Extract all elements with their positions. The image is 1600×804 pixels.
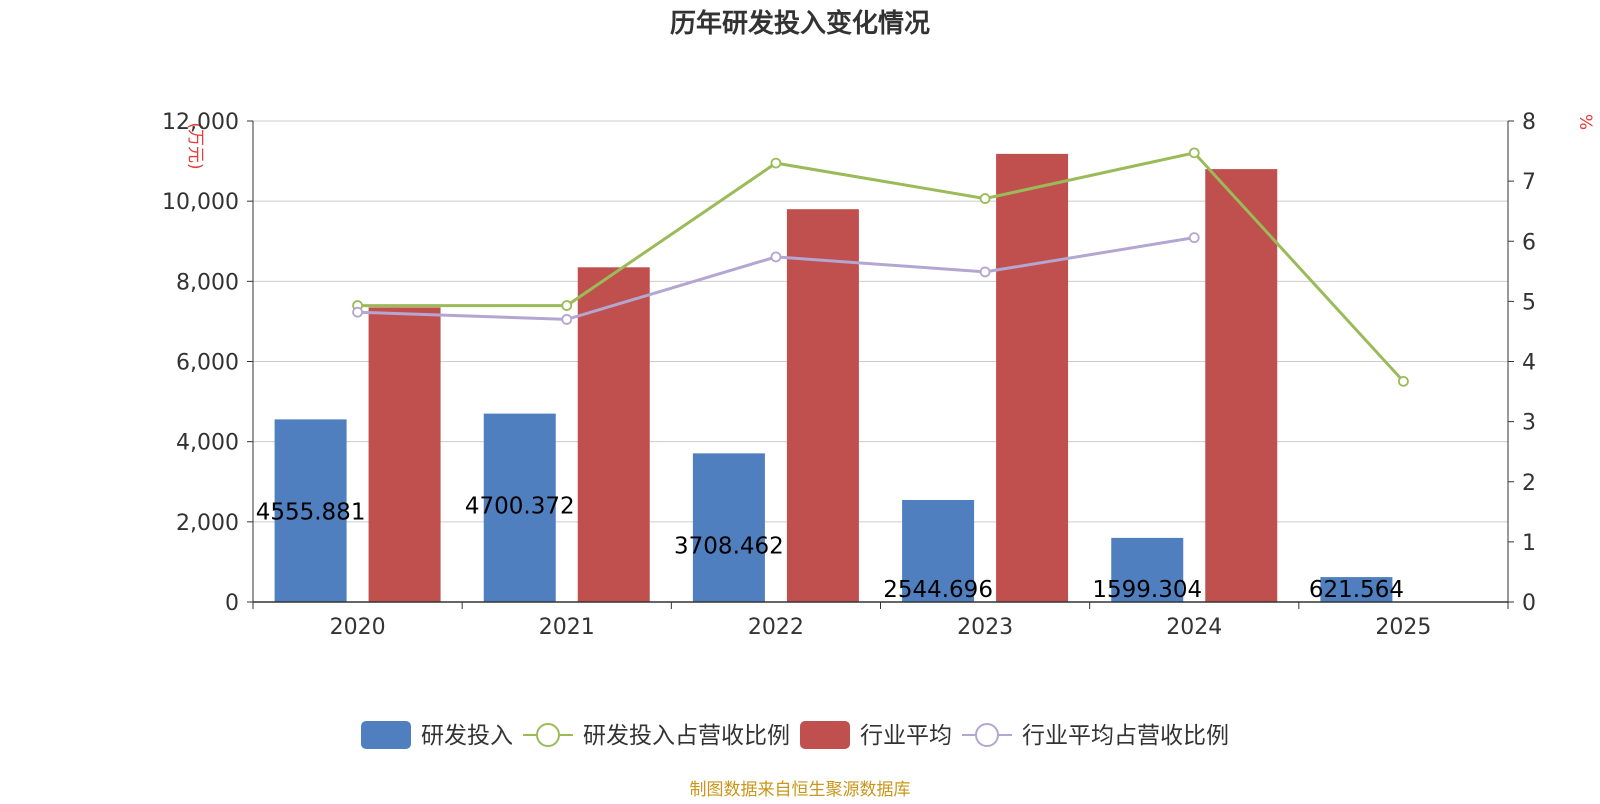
right-axis-tick-label: 1 [1522, 531, 1536, 556]
line-point [561, 300, 573, 311]
bar [996, 153, 1069, 602]
legend-label: 行业平均占营收比例 [1022, 723, 1229, 749]
right-axis-tick-label: 2 [1522, 471, 1536, 496]
bar-data-label: 1599.304 [1092, 577, 1202, 603]
right-axis-tick-label: 7 [1522, 170, 1536, 195]
line-point [979, 193, 991, 204]
bar-data-label: 4555.881 [256, 499, 366, 525]
bar [1320, 577, 1393, 602]
x-axis-tick-label: 2024 [1166, 615, 1222, 640]
bar-data-label: 4700.372 [465, 494, 575, 520]
left-axis-tick-label: 12,000 [162, 110, 239, 135]
right-axis-tick-label: 6 [1522, 230, 1536, 255]
bar-data-label: 621.564 [1309, 577, 1404, 603]
left-axis-unit: (万元) [185, 122, 205, 169]
left-axis-tick-label: 10,000 [162, 190, 239, 215]
legend-label: 研发投入占营收比例 [583, 723, 790, 749]
legend-swatch [800, 721, 850, 749]
line-point [561, 314, 573, 325]
line-point [770, 251, 782, 263]
line-point [1188, 232, 1200, 244]
legend: 研发投入 研发投入占营收比例 行业平均 行业平均占营收比例 [361, 721, 1229, 749]
bar [368, 307, 441, 602]
right-axis-tick-label: 4 [1522, 351, 1536, 376]
series-line [357, 151, 1405, 383]
bar [692, 453, 765, 602]
right-axis-tick-label: 5 [1522, 290, 1536, 315]
bar-data-label: 3708.462 [674, 533, 784, 559]
bar [786, 209, 859, 602]
series-line [357, 236, 1195, 321]
legend-marker [536, 723, 560, 747]
x-axis-tick-label: 2025 [1375, 615, 1431, 640]
line-point [770, 157, 782, 169]
bar [577, 267, 650, 602]
bar [274, 419, 347, 602]
bar [1111, 537, 1184, 602]
right-axis-unit: % [1575, 114, 1595, 130]
right-axis-tick-label: 0 [1522, 591, 1536, 616]
line-point [352, 306, 363, 318]
chart-title: 历年研发投入变化情况 [670, 8, 930, 39]
source-note: 制图数据来自恒生聚源数据库 [690, 780, 911, 800]
x-axis-tick-label: 2020 [330, 615, 386, 640]
line-point [1188, 147, 1200, 159]
bar [902, 500, 975, 602]
bar-data-label: 2544.696 [883, 577, 993, 603]
right-axis-tick-label: 3 [1522, 411, 1536, 436]
legend-label: 行业平均 [860, 723, 952, 749]
left-axis-tick-label: 4,000 [176, 431, 239, 456]
x-axis-tick-label: 2023 [957, 615, 1013, 640]
left-axis-tick-label: 0 [225, 591, 239, 616]
axes: 0 2,000 4,000 6,000 8,000 10,000 12,000 0 1 2 3 4 5 6… [162, 110, 1536, 640]
legend-label: 研发投入 [421, 723, 513, 749]
line-point [979, 266, 991, 278]
left-axis-tick-label: 6,000 [176, 351, 239, 376]
left-axis-tick-label: 2,000 [176, 511, 239, 536]
x-axis-tick-label: 2021 [539, 615, 595, 640]
gridlines [253, 120, 1508, 523]
legend-marker [975, 723, 999, 747]
data-labels: 4555.881 4700.372 3708.462 2544.696 1599.304… [256, 494, 1404, 603]
legend-swatch [361, 721, 411, 749]
right-axis-tick-label: 8 [1522, 110, 1536, 135]
bar [483, 413, 556, 602]
line-point [1398, 375, 1409, 387]
bar-marks [274, 153, 1393, 602]
line-marks [352, 147, 1409, 387]
bar [1205, 169, 1278, 602]
left-axis-tick-label: 8,000 [176, 270, 239, 295]
x-axis-tick-label: 2022 [748, 615, 804, 640]
